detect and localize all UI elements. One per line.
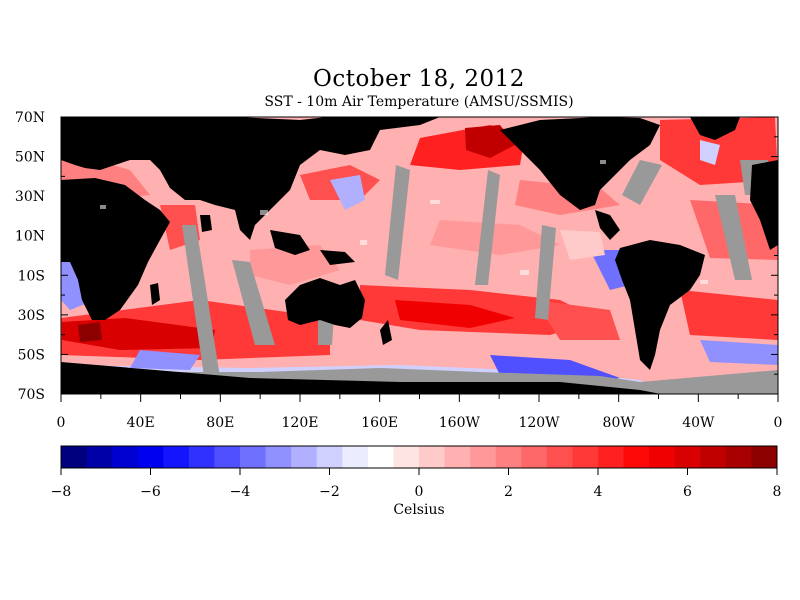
latitude-axis: 70N 50N 30N 10N 10S 30S 50S 70S [15, 110, 45, 403]
longitude-axis: 0 40E 80E 120E 160E 160W 120W 80W 40W 0 [57, 415, 783, 431]
colorbar-tick-marks [60, 468, 778, 475]
colorbar-cell [137, 446, 164, 468]
colorbar-tick-label: 4 [594, 484, 603, 500]
colorbar-tick-label: −2 [319, 484, 340, 500]
colorbar-cell [470, 446, 497, 468]
lat-tick-label: 10S [18, 268, 45, 284]
lon-tick-label: 160W [439, 415, 481, 431]
lon-tick-label: 80E [206, 415, 234, 431]
colorbar-tick-label: 8 [773, 484, 782, 500]
lat-tick-label: 30N [15, 189, 45, 205]
colorbar-cell [572, 446, 599, 468]
colorbar-cell [188, 446, 215, 468]
colorbar-cell [598, 446, 625, 468]
lat-tick-label: 70S [18, 387, 45, 403]
colorbar-cell [342, 446, 369, 468]
lat-tick-label: 10N [15, 229, 45, 245]
lon-tick-label: 0 [57, 415, 66, 431]
lon-tick-label: 120W [518, 415, 560, 431]
colorbar-cell [495, 446, 522, 468]
colorbar-unit-label: Celsius [393, 502, 444, 518]
colorbar-tick-label: 2 [504, 484, 513, 500]
map-subtitle: SST - 10m Air Temperature (AMSU/SSMIS) [264, 94, 574, 110]
map-tick-marks [60, 116, 779, 402]
colorbar-cell [214, 446, 241, 468]
colorbar-cell [546, 446, 573, 468]
colorbar-tick-label: 6 [683, 484, 692, 500]
colorbar-cell [649, 446, 676, 468]
land-masses [61, 117, 778, 394]
colorbar-tick-label: 0 [415, 484, 424, 500]
colorbar-cell [725, 446, 752, 468]
colorbar-cell [112, 446, 139, 468]
colorbar-cell [674, 446, 701, 468]
colorbar-tick-label: −6 [140, 484, 161, 500]
sst-anomaly-map [61, 117, 778, 394]
lon-tick-label: 40E [127, 415, 155, 431]
colorbar-cell [316, 446, 343, 468]
colorbar-cell [700, 446, 727, 468]
colorbar-cell [393, 446, 420, 468]
lon-tick-label: 160E [361, 415, 398, 431]
colorbar-tick-label: −8 [51, 484, 72, 500]
colorbar-cell [61, 446, 88, 468]
colorbar-cell [163, 446, 190, 468]
lat-tick-label: 50N [15, 150, 45, 166]
lat-tick-label: 50S [18, 347, 45, 363]
lon-tick-label: 40W [682, 415, 715, 431]
colorbar-axis: −8 −6 −4 −2 0 2 4 6 8 [51, 484, 782, 500]
lat-tick-label: 70N [15, 110, 45, 126]
colorbar-cell [291, 446, 318, 468]
colorbar [61, 446, 778, 468]
colorbar-tick-label: −4 [230, 484, 251, 500]
lat-tick-label: 30S [18, 308, 45, 324]
colorbar-cell [521, 446, 548, 468]
map-title: October 18, 2012 [313, 66, 525, 92]
lon-tick-label: 0 [774, 415, 783, 431]
lon-tick-label: 80W [603, 415, 636, 431]
lon-tick-label: 120E [282, 415, 319, 431]
colorbar-cell [623, 446, 650, 468]
colorbar-cell [240, 446, 267, 468]
colorbar-cell [265, 446, 292, 468]
colorbar-cell [419, 446, 446, 468]
colorbar-cell [751, 446, 778, 468]
colorbar-cell [367, 446, 394, 468]
speckle-texture [100, 160, 708, 284]
colorbar-cell [444, 446, 471, 468]
colorbar-cell [86, 446, 113, 468]
